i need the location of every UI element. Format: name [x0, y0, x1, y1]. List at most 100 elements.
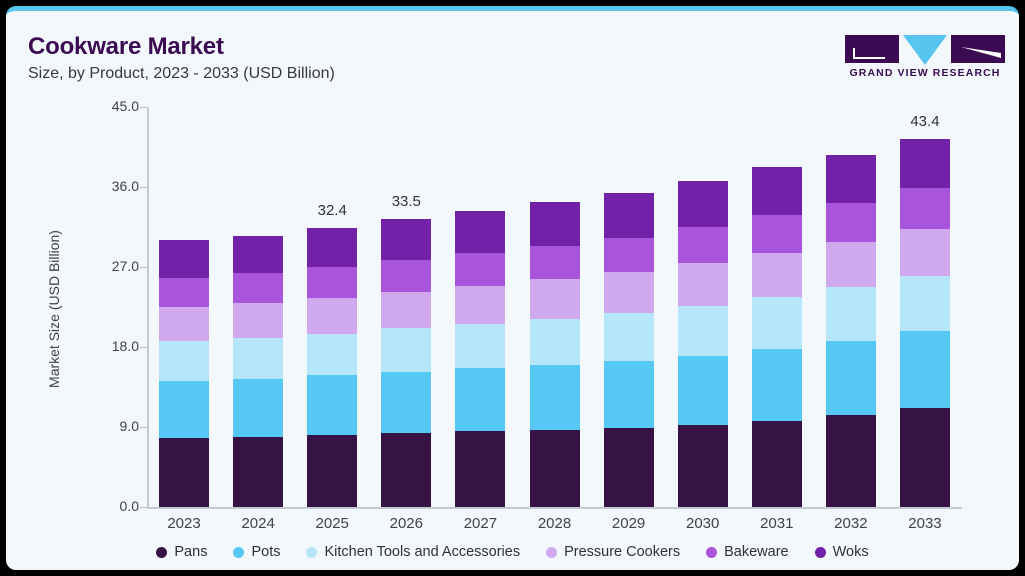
bar-segment[interactable] — [159, 277, 210, 307]
stacked-bar[interactable] — [603, 107, 654, 507]
bar-segment[interactable] — [159, 307, 210, 341]
bar-segment[interactable] — [603, 313, 654, 362]
legend-label: Pans — [174, 544, 208, 560]
y-tick-label: 45.0 — [111, 98, 139, 114]
bar-segment[interactable] — [307, 435, 358, 507]
bar-segment[interactable] — [529, 279, 580, 319]
bar-segment[interactable] — [233, 273, 284, 304]
bar-segment[interactable] — [307, 333, 358, 376]
stacked-bar[interactable] — [677, 107, 728, 507]
bar-segment[interactable] — [603, 361, 654, 428]
legend-item[interactable]: Bakeware — [706, 544, 789, 560]
stacked-bar[interactable] — [381, 107, 432, 507]
bar-segment[interactable] — [677, 355, 728, 426]
bar-segment[interactable] — [529, 429, 580, 507]
bar-segment[interactable] — [159, 340, 210, 381]
legend-item[interactable]: Pots — [233, 544, 280, 560]
bar-segment[interactable] — [233, 379, 284, 437]
y-tick-label: 36.0 — [111, 178, 139, 194]
y-axis-line — [147, 107, 149, 507]
bar-segment[interactable] — [233, 235, 284, 274]
bar-segment[interactable] — [825, 340, 876, 416]
bar-segment[interactable] — [825, 287, 876, 341]
bar-segment[interactable] — [381, 291, 432, 329]
stacked-bar[interactable] — [899, 107, 950, 507]
bar-segment[interactable] — [529, 245, 580, 280]
y-axis-label: Market Size (USD Billion) — [46, 230, 62, 388]
bar-segment[interactable] — [603, 237, 654, 273]
bar-segment[interactable] — [899, 228, 950, 276]
legend-swatch-icon — [546, 546, 558, 558]
bar-segment[interactable] — [381, 433, 432, 507]
bar-segment[interactable] — [677, 306, 728, 356]
bar-segment[interactable] — [455, 323, 506, 369]
stacked-bar[interactable] — [751, 107, 802, 507]
x-tick-label: 2023 — [167, 515, 201, 532]
bar-segment[interactable] — [455, 285, 506, 324]
legend-item[interactable]: Pans — [156, 544, 207, 560]
bar-segment[interactable] — [603, 193, 654, 238]
legend-label: Woks — [832, 544, 869, 560]
legend-label: Pressure Cookers — [564, 544, 681, 560]
bar-segment[interactable] — [677, 227, 728, 264]
bar-segment[interactable] — [307, 227, 358, 267]
y-tick-mark — [140, 267, 147, 268]
bar-segment[interactable] — [233, 303, 284, 339]
bar-segment[interactable] — [825, 242, 876, 288]
bar-segment[interactable] — [825, 415, 876, 507]
bar-segment[interactable] — [307, 298, 358, 334]
bar-segment[interactable] — [677, 180, 728, 227]
bar-segment[interactable] — [899, 408, 950, 507]
bar-segment[interactable] — [381, 219, 432, 260]
bar-segment[interactable] — [455, 368, 506, 432]
stacked-bar[interactable] — [529, 107, 580, 507]
stacked-bar[interactable] — [307, 107, 358, 507]
bar-segment[interactable] — [899, 331, 950, 409]
bar-segment[interactable] — [751, 420, 802, 507]
bar-segment[interactable] — [159, 437, 210, 507]
bar-segment[interactable] — [751, 214, 802, 253]
bar-segment[interactable] — [455, 252, 506, 286]
bar-segment[interactable] — [381, 371, 432, 434]
bar-segment[interactable] — [455, 211, 506, 253]
bar-segment[interactable] — [529, 318, 580, 365]
bar-segment[interactable] — [825, 203, 876, 243]
y-tick-label: 0.0 — [119, 498, 139, 514]
x-tick-label: 2032 — [834, 515, 868, 532]
bar-segment[interactable] — [233, 338, 284, 379]
bar-segment[interactable] — [455, 431, 506, 507]
y-tick-mark — [140, 507, 147, 508]
logo-triangle-icon — [903, 35, 947, 65]
bar-segment[interactable] — [159, 240, 210, 278]
bar-segment[interactable] — [307, 267, 358, 299]
bar-segment[interactable] — [677, 263, 728, 307]
legend-item[interactable]: Pressure Cookers — [546, 544, 680, 560]
bar-segment[interactable] — [751, 297, 802, 349]
x-tick-label: 2024 — [241, 515, 275, 532]
bar-segment[interactable] — [751, 167, 802, 215]
y-tick-mark — [140, 427, 147, 428]
legend-item[interactable]: Kitchen Tools and Accessories — [306, 544, 520, 560]
bar-segment[interactable] — [159, 380, 210, 438]
bar-segment[interactable] — [233, 436, 284, 507]
bar-segment[interactable] — [603, 427, 654, 507]
bar-segment[interactable] — [529, 364, 580, 430]
bar-segment[interactable] — [307, 375, 358, 435]
bar-segment[interactable] — [751, 252, 802, 298]
stacked-bar[interactable] — [159, 107, 210, 507]
bar-segment[interactable] — [899, 187, 950, 229]
bar-segment[interactable] — [899, 275, 950, 331]
stacked-bar[interactable] — [825, 107, 876, 507]
bar-segment[interactable] — [825, 155, 876, 203]
bar-segment[interactable] — [529, 202, 580, 246]
bar-segment[interactable] — [381, 259, 432, 292]
stacked-bar[interactable] — [455, 107, 506, 507]
bar-segment[interactable] — [381, 328, 432, 372]
bar-segment[interactable] — [677, 425, 728, 507]
bar-segment[interactable] — [751, 348, 802, 421]
bar-segment[interactable] — [603, 272, 654, 314]
stacked-bar[interactable] — [233, 107, 284, 507]
x-tick-label: 2029 — [611, 515, 646, 532]
bar-segment[interactable] — [899, 139, 950, 188]
legend-item[interactable]: Woks — [814, 544, 869, 560]
